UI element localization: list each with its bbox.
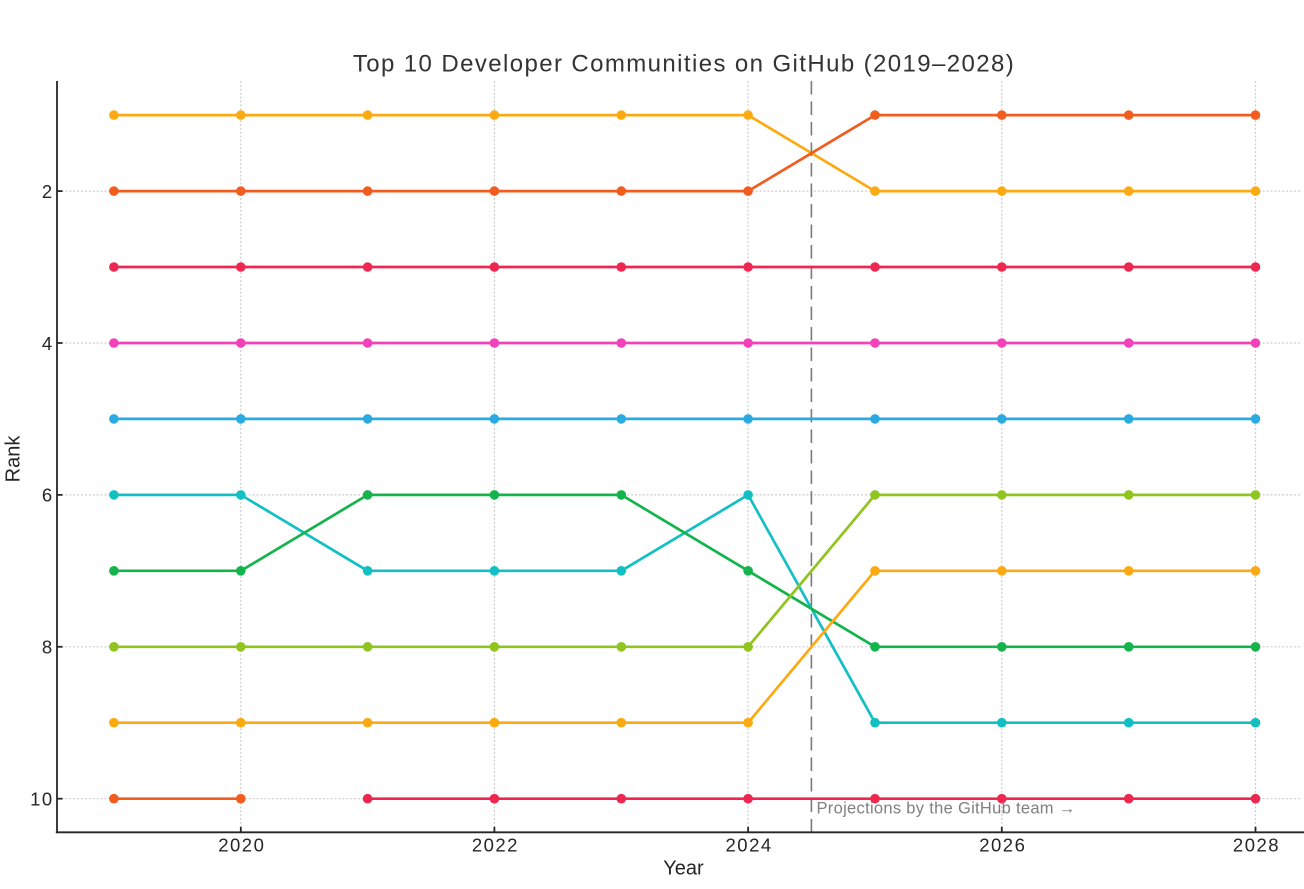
svg-text:2: 2 xyxy=(42,181,54,202)
svg-text:Year: Year xyxy=(663,858,704,880)
svg-text:2026: 2026 xyxy=(979,835,1026,856)
svg-text:2028: 2028 xyxy=(1233,835,1280,856)
svg-text:2020: 2020 xyxy=(218,835,265,856)
svg-text:Top 10 Developer Communities o: Top 10 Developer Communities on GitHub (… xyxy=(353,51,1015,78)
svg-text:2022: 2022 xyxy=(472,835,519,856)
svg-text:8: 8 xyxy=(42,637,54,658)
svg-text:2024: 2024 xyxy=(726,835,773,856)
svg-text:Projections by the GitHub team: Projections by the GitHub team → xyxy=(817,800,1076,818)
svg-text:6: 6 xyxy=(42,485,54,506)
svg-text:Rank: Rank xyxy=(3,435,25,483)
svg-text:10: 10 xyxy=(30,789,54,810)
svg-text:4: 4 xyxy=(42,333,54,354)
